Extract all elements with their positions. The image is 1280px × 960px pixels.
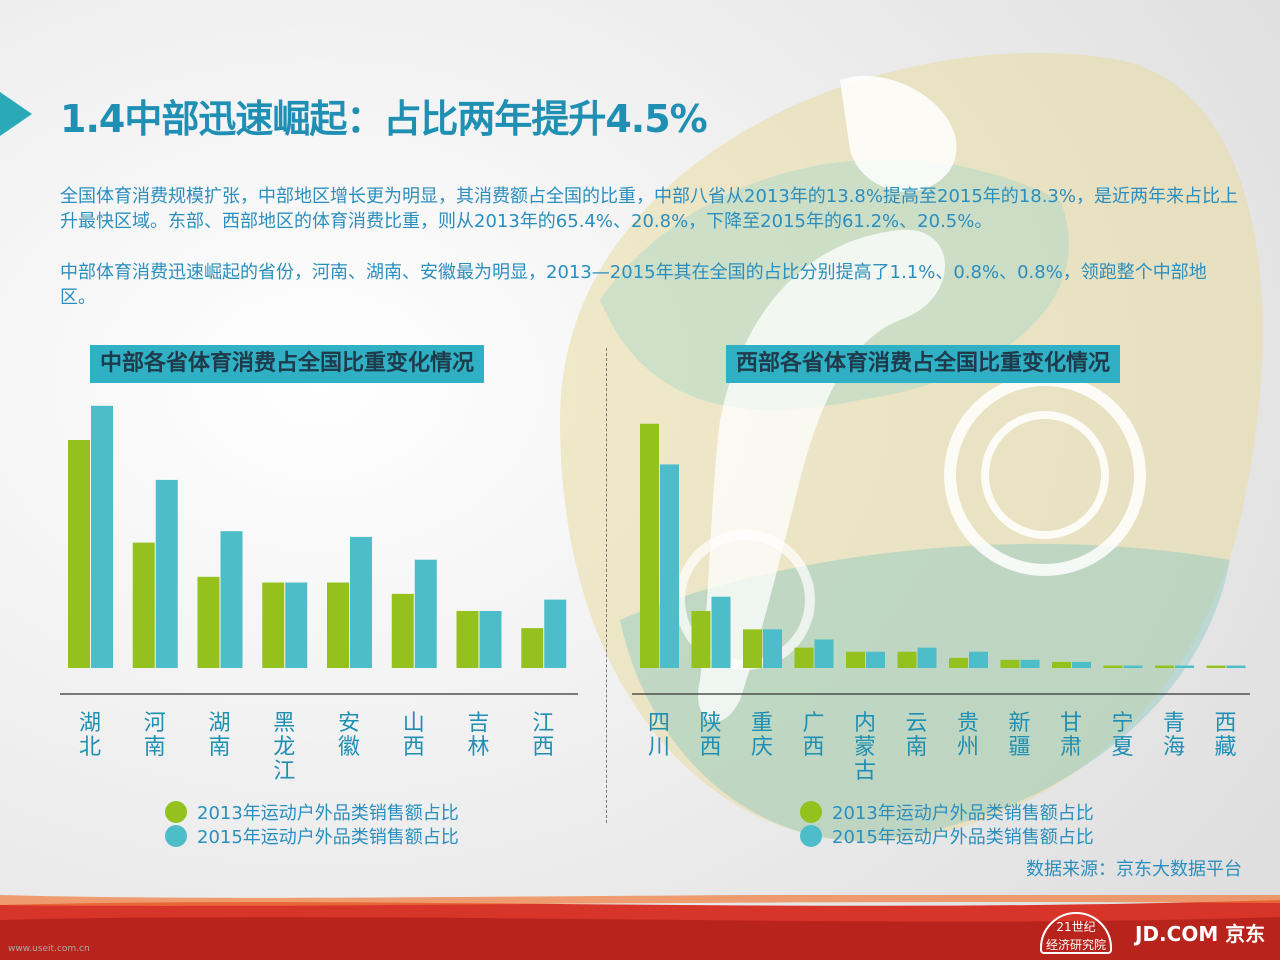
- data-source: 数据来源：京东大数据平台: [1026, 859, 1242, 880]
- bar-2013-河南: [132, 542, 155, 668]
- bar-2013-黑龙江: [262, 582, 285, 668]
- x-tick-label: 广西: [802, 711, 824, 760]
- x-tick-label: 黑龙江: [273, 711, 295, 784]
- bar-2013-山西: [391, 593, 414, 668]
- x-tick-label: 江西: [532, 711, 554, 760]
- legend-2013-label: 2013年运动户外品类销售额占比: [197, 803, 459, 824]
- bar-2015-黑龙江: [285, 582, 308, 668]
- summary-paragraph-2: 中部体育消费迅速崛起的省份，河南、湖南、安徽最为明显，2013—2015年其在全…: [60, 262, 1207, 308]
- bar-2015-青海: [1175, 665, 1194, 668]
- x-tick-label: 重庆: [751, 711, 773, 760]
- legend-2015-label: 2015年运动户外品类销售额占比: [197, 827, 459, 848]
- central-legend: 2013年运动户外品类销售额占比 2015年运动户外品类销售额占比: [165, 800, 459, 848]
- bar-2015-贵州: [969, 651, 988, 668]
- x-tick-label: 湖北: [79, 711, 101, 760]
- bar-2013-安徽: [327, 582, 349, 668]
- bar-2013-贵州: [949, 657, 968, 668]
- x-tick-label: 云南: [905, 711, 927, 760]
- bar-2015-西藏: [1226, 665, 1246, 668]
- bar-2015-陕西: [711, 596, 731, 668]
- bar-2013-云南: [897, 651, 917, 668]
- bar-2013-重庆: [743, 629, 762, 668]
- bar-2015-云南: [917, 647, 937, 668]
- x-tick-label: 河南: [144, 711, 166, 760]
- bar-2015-河南: [155, 479, 178, 668]
- x-tick-label: 四川: [648, 711, 670, 760]
- title-arrow-icon: [0, 92, 32, 136]
- western-legend: 2013年运动户外品类销售额占比 2015年运动户外品类销售额占比: [800, 800, 1094, 848]
- bar-2015-四川: [660, 464, 679, 668]
- legend-2013-label: 2013年运动户外品类销售额占比: [832, 803, 1094, 824]
- x-tick-label: 宁夏: [1111, 711, 1133, 760]
- bar-2013-青海: [1155, 665, 1174, 668]
- x-tick-label: 新疆: [1008, 711, 1030, 760]
- x-tick-label: 青海: [1163, 711, 1185, 760]
- watermark: www.useit.com.cn: [8, 944, 90, 954]
- x-tick-label: 内蒙古: [854, 711, 876, 784]
- x-tick-label: 甘肃: [1060, 711, 1082, 760]
- bar-2015-湖南: [220, 531, 243, 668]
- bar-2013-四川: [640, 423, 659, 668]
- x-tick-label: 西藏: [1214, 711, 1236, 760]
- legend-2015-label: 2015年运动户外品类销售额占比: [832, 827, 1094, 848]
- bar-2015-江西: [544, 599, 567, 668]
- bar-2015-广西: [814, 639, 834, 668]
- x-tick-label: 山西: [403, 711, 425, 760]
- bar-2013-新疆: [1000, 659, 1020, 668]
- footer-band: [0, 895, 1280, 960]
- bar-2015-安徽: [350, 536, 372, 668]
- bar-2013-内蒙古: [846, 651, 865, 668]
- bar-2015-内蒙古: [866, 651, 885, 668]
- x-tick-label: 贵州: [957, 711, 979, 760]
- bar-2013-宁夏: [1103, 665, 1123, 668]
- bar-2013-甘肃: [1052, 661, 1071, 668]
- legend-2013-swatch: [165, 801, 187, 823]
- x-tick-label: 陕西: [699, 711, 721, 760]
- bar-2015-重庆: [763, 629, 782, 668]
- x-tick-label: 安徽: [338, 711, 360, 760]
- bar-2015-宁夏: [1123, 665, 1143, 668]
- bar-2013-西藏: [1206, 665, 1226, 668]
- page-title: 1.4中部迅速崛起：占比两年提升4.5%: [60, 97, 708, 141]
- bar-2015-湖北: [91, 405, 113, 668]
- legend-2015-swatch: [165, 825, 187, 847]
- bar-2013-广西: [794, 647, 814, 668]
- legend-2013-swatch: [800, 801, 822, 823]
- bar-2013-湖南: [197, 576, 220, 668]
- summary-paragraph-1: 全国体育消费规模扩张，中部地区增长更为明显，其消费额占全国的比重，中部八省从20…: [60, 186, 1238, 232]
- x-tick-label: 吉林: [467, 711, 489, 760]
- bar-2015-甘肃: [1072, 661, 1091, 668]
- western-chart-title: 西部各省体育消费占全国比重变化情况: [726, 345, 1121, 383]
- chart-divider: [606, 348, 607, 823]
- bar-2015-新疆: [1020, 659, 1040, 668]
- bar-2013-吉林: [456, 611, 479, 668]
- bar-2013-湖北: [68, 440, 90, 668]
- legend-2015-swatch: [800, 825, 822, 847]
- x-tick-label: 湖南: [208, 711, 230, 760]
- bar-2013-江西: [521, 628, 544, 668]
- bar-2013-陕西: [691, 611, 711, 668]
- jd-logo: JD.COM 京东: [1135, 922, 1266, 946]
- bar-2015-山西: [414, 559, 437, 668]
- central-chart-title: 中部各省体育消费占全国比重变化情况: [90, 345, 485, 383]
- bar-2015-吉林: [479, 611, 502, 668]
